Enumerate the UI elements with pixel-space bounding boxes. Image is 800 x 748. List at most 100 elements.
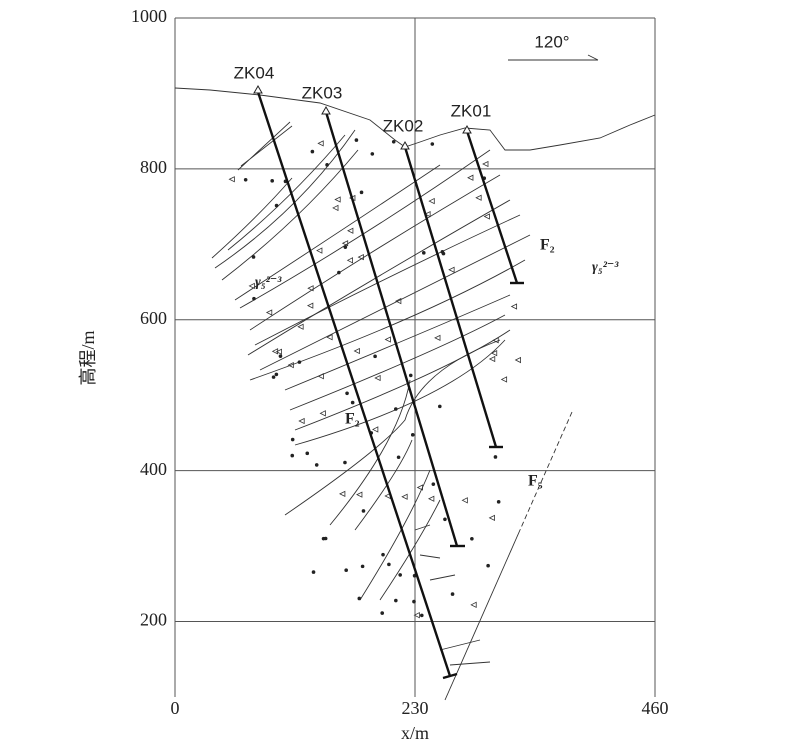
contact	[234, 164, 441, 301]
triangle	[492, 337, 499, 344]
dot	[421, 251, 426, 255]
triangle	[248, 282, 255, 290]
contact	[329, 379, 411, 526]
contact	[414, 524, 491, 666]
y-tick-label: 200	[140, 610, 167, 630]
triangle	[356, 491, 363, 498]
triangle	[316, 247, 323, 254]
dot	[345, 391, 349, 396]
triangle	[275, 348, 282, 355]
dot	[359, 190, 364, 195]
dot	[496, 500, 501, 504]
triangle	[317, 373, 324, 380]
triangle	[461, 497, 468, 504]
dot	[412, 599, 416, 604]
contact	[247, 199, 511, 356]
x-axis-label: x/m	[401, 723, 429, 743]
y-tick-label: 400	[140, 459, 167, 479]
triangle	[353, 347, 360, 355]
dot	[252, 296, 256, 301]
dot	[350, 400, 355, 405]
dot	[486, 563, 490, 568]
dot	[243, 177, 248, 182]
triangle	[428, 197, 435, 205]
dot	[251, 255, 256, 259]
triangle	[424, 210, 431, 218]
contact	[227, 134, 346, 251]
dot	[438, 404, 442, 409]
dot	[343, 460, 347, 465]
contact	[379, 499, 441, 601]
dot	[493, 455, 498, 459]
triangle	[413, 612, 420, 619]
dot	[381, 552, 385, 557]
dot	[354, 138, 359, 142]
rock-symbols	[228, 138, 521, 619]
dot	[431, 482, 436, 486]
dot	[271, 375, 276, 379]
dot	[360, 564, 365, 569]
dot	[380, 611, 385, 615]
triangle	[357, 253, 364, 261]
fault-label: F₂	[540, 237, 555, 254]
triangle	[475, 194, 482, 201]
dot	[430, 142, 435, 146]
dot	[290, 453, 295, 458]
contact	[237, 121, 293, 171]
contact	[254, 214, 521, 346]
surface	[174, 87, 656, 151]
dot	[470, 536, 474, 541]
triangle	[470, 601, 477, 608]
rock-label: γ₅²⁻³	[255, 275, 282, 290]
contact	[249, 174, 501, 331]
contact	[211, 177, 293, 259]
dot	[408, 373, 413, 378]
fault-f5	[444, 529, 521, 701]
triangle	[271, 348, 279, 355]
dot	[361, 509, 366, 513]
dot	[357, 596, 362, 601]
contact	[354, 439, 413, 531]
drillhole	[465, 130, 519, 284]
contact	[214, 129, 356, 269]
rock-label: γ₅²⁻³	[592, 260, 619, 275]
triangle	[428, 495, 435, 502]
dot	[274, 203, 279, 208]
dot	[373, 354, 377, 359]
dot	[290, 437, 295, 442]
direction-label: 120°	[534, 32, 569, 51]
fault-f5	[519, 411, 573, 531]
dot	[443, 517, 447, 522]
triangle	[384, 336, 391, 343]
dot	[278, 354, 283, 358]
y-tick-label: 600	[140, 308, 167, 328]
triangle	[307, 285, 314, 292]
drillhole	[403, 146, 498, 448]
dot	[305, 451, 310, 456]
triangle	[401, 493, 408, 500]
triangle	[395, 297, 402, 305]
drillholes	[253, 84, 524, 680]
contact	[259, 234, 531, 371]
dot	[310, 149, 315, 154]
triangle	[488, 355, 496, 363]
triangle	[374, 374, 381, 382]
triangle	[339, 490, 346, 498]
dot	[325, 163, 329, 167]
dot	[370, 152, 375, 156]
y-tick-label: 800	[140, 157, 167, 177]
drillhole-label: ZK02	[383, 116, 424, 135]
fault-label: F₂	[345, 411, 360, 428]
x-tick-label: 230	[402, 698, 429, 718]
dot	[387, 562, 391, 567]
contact	[294, 329, 511, 431]
dot	[440, 249, 445, 254]
triangle	[500, 376, 508, 383]
triangle	[319, 410, 326, 417]
dot	[274, 372, 279, 377]
dot	[450, 592, 455, 596]
triangle	[490, 349, 498, 357]
y-axis-label: 高程/m	[78, 330, 98, 385]
triangle	[287, 362, 294, 369]
